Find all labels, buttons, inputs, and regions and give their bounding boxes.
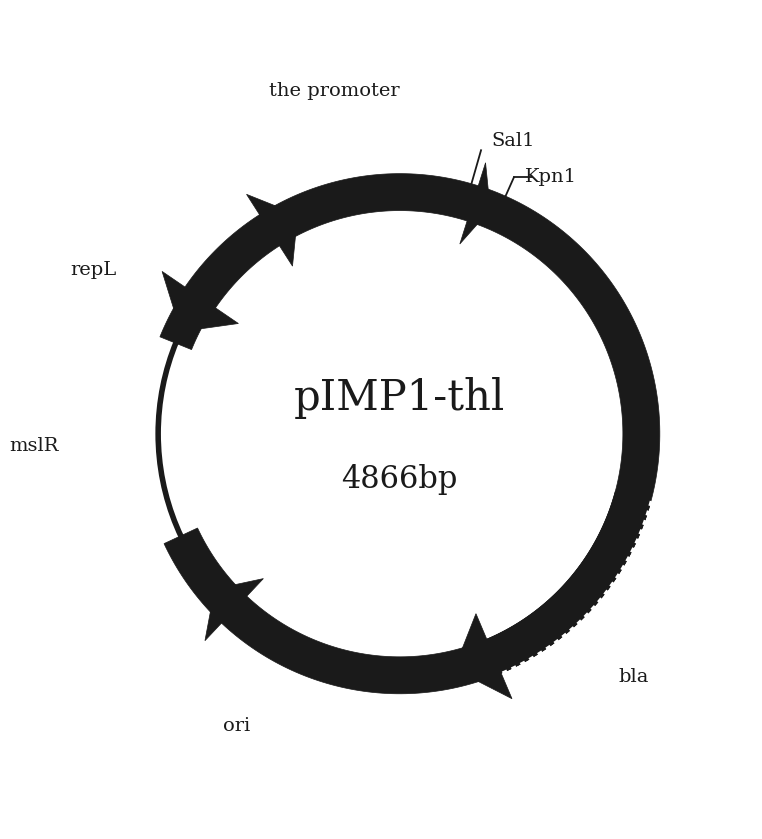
Text: ori: ori <box>223 717 250 735</box>
Text: the promoter: the promoter <box>269 81 400 100</box>
Polygon shape <box>223 597 353 686</box>
Polygon shape <box>247 195 298 266</box>
Text: Kpn1: Kpn1 <box>524 169 577 186</box>
Text: mslR: mslR <box>9 436 59 455</box>
Text: 4866bp: 4866bp <box>341 465 458 495</box>
Polygon shape <box>459 163 490 244</box>
Text: repL: repL <box>70 261 117 279</box>
Polygon shape <box>162 271 239 331</box>
Polygon shape <box>386 175 478 220</box>
Polygon shape <box>205 579 264 641</box>
Polygon shape <box>160 216 279 350</box>
Polygon shape <box>164 174 660 694</box>
Text: Sal1: Sal1 <box>491 133 535 150</box>
Polygon shape <box>487 492 651 673</box>
Text: bla: bla <box>619 668 649 685</box>
Text: pIMP1-thl: pIMP1-thl <box>294 378 505 420</box>
Polygon shape <box>454 613 512 699</box>
